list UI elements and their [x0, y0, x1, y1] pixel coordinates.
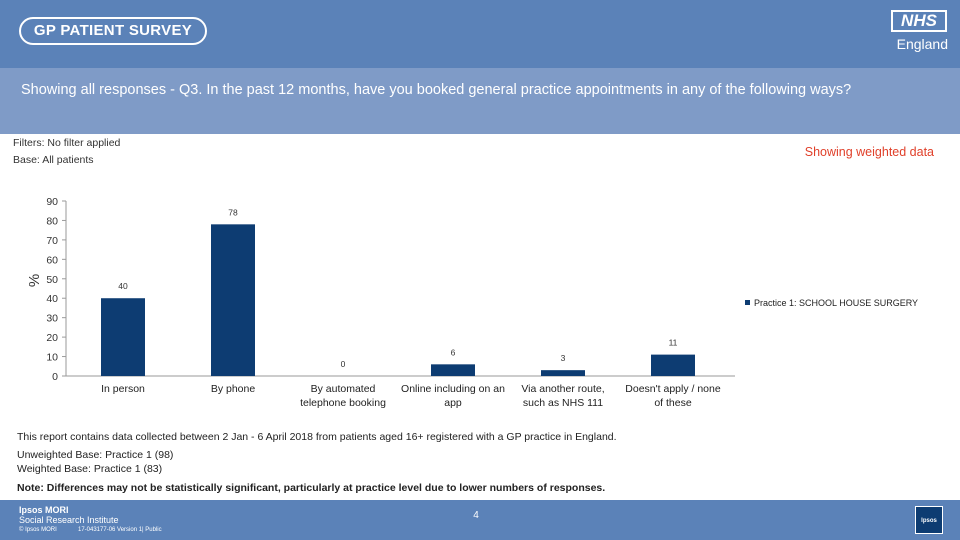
weighted-data-note: Showing weighted data	[804, 145, 934, 159]
y-tick-label: 10	[46, 352, 58, 364]
category-label: By automated telephone booking	[300, 383, 386, 409]
data-label: 11	[669, 338, 678, 348]
data-label: 78	[228, 207, 238, 217]
category-label: By phone	[210, 383, 256, 395]
legend-label: Practice 1: SCHOOL HOUSE SURGERY	[754, 298, 919, 308]
chart-legend: Practice 1: SCHOOL HOUSE SURGERY	[745, 298, 918, 308]
y-tick-label: 50	[46, 274, 58, 286]
data-label: 40	[118, 281, 128, 291]
category-label: Doesn't apply / none of these	[625, 383, 721, 409]
category-label: Online including on an app	[401, 383, 505, 409]
legend-swatch	[745, 300, 750, 305]
y-tick-label: 60	[46, 254, 58, 266]
base-label: Base: All patients	[13, 154, 94, 166]
y-tick-label: 40	[46, 293, 58, 305]
footer-bar: Ipsos MORI Social Research Institute © I…	[0, 500, 960, 540]
y-axis-label: %	[26, 274, 43, 287]
category-label: In person	[101, 383, 145, 395]
header-bar: GP PATIENT SURVEY NHS England	[0, 0, 960, 68]
page-number: 4	[473, 510, 479, 521]
ipsos-mori-name: Ipsos MORI	[19, 505, 69, 515]
question-text: Showing all responses - Q3. In the past …	[21, 82, 852, 98]
data-label: 6	[451, 347, 456, 357]
bar	[101, 298, 145, 376]
bar	[211, 224, 255, 376]
category-label: Via another route, such as NHS 111	[521, 383, 605, 409]
y-tick-label: 80	[46, 215, 58, 227]
weighted-base: Weighted Base: Practice 1 (83)	[17, 463, 163, 475]
gp-patient-survey-logo: GP PATIENT SURVEY	[19, 17, 207, 45]
data-label: 3	[561, 353, 566, 363]
copyright-text: © Ipsos MORI	[19, 527, 57, 533]
y-tick-label: 70	[46, 235, 58, 247]
data-label: 0	[341, 359, 346, 369]
y-tick-label: 30	[46, 313, 58, 325]
ipsos-logo: Ipsos	[915, 506, 943, 534]
bar	[651, 354, 695, 376]
significance-note: Note: Differences may not be statistical…	[17, 482, 606, 494]
question-band: Showing all responses - Q3. In the past …	[0, 68, 960, 134]
y-tick-label: 0	[52, 371, 58, 383]
nhs-logo: NHS	[891, 10, 947, 32]
filters-label: Filters: No filter applied	[13, 137, 121, 149]
bar	[541, 370, 585, 376]
y-tick-label: 90	[46, 196, 58, 208]
ipsos-mori-subtitle: Social Research Institute	[19, 515, 119, 525]
nhs-region-label: England	[896, 36, 948, 52]
unweighted-base: Unweighted Base: Practice 1 (98)	[17, 449, 174, 461]
collection-note: This report contains data collected betw…	[17, 431, 617, 443]
bar-chart: 0 10 20 30 40 50 60 70 80 90% 40 78 0 6 3 11 Practice 1…	[0, 185, 960, 415]
y-tick-label: 20	[46, 332, 58, 344]
bar	[431, 364, 475, 376]
reference-text: 17-043177-06 Version 1| Public	[78, 527, 162, 533]
